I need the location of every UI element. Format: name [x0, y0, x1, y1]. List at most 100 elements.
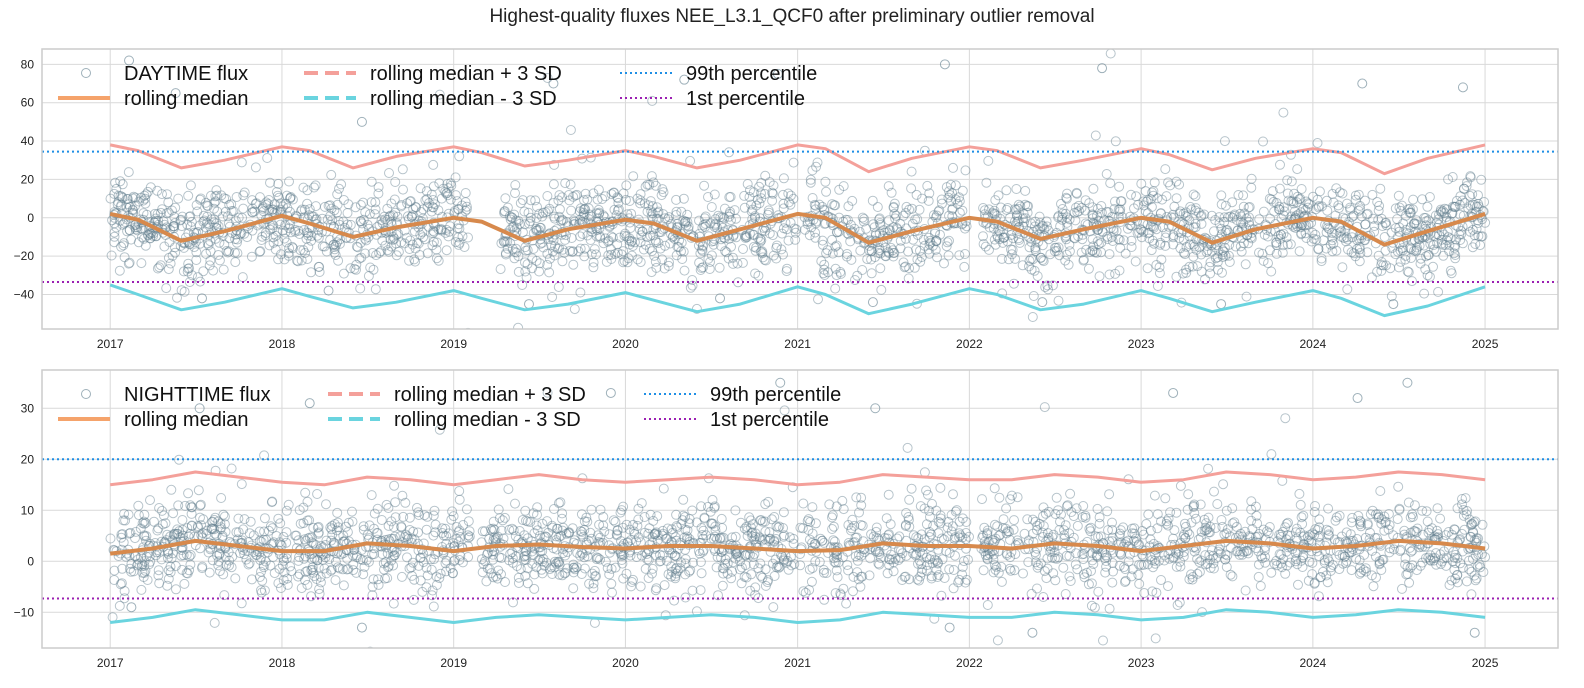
scatter-point: [1355, 562, 1365, 573]
scatter-point: [1092, 203, 1103, 214]
scatter-point: [591, 208, 602, 219]
scatter-point: [982, 529, 993, 540]
scatter-point: [1051, 242, 1062, 253]
scatter-point: [1064, 239, 1075, 250]
scatter-point: [706, 250, 717, 261]
scatter-point: [202, 211, 213, 222]
scatter-point: [1472, 561, 1483, 572]
scatter-point: [1405, 207, 1416, 218]
scatter-point: [1354, 241, 1365, 252]
x-tick-label: 2018: [269, 656, 296, 670]
scatter-point: [153, 523, 164, 534]
scatter-point: [1038, 592, 1049, 602]
scatter-point: [449, 206, 460, 217]
scatter-point: [662, 523, 673, 534]
scatter-point: [1110, 196, 1120, 207]
scatter-point: [874, 214, 885, 225]
scatter-point: [739, 571, 750, 582]
scatter-point: [756, 177, 767, 188]
scatter-point: [1280, 522, 1291, 533]
scatter-point: [960, 223, 970, 234]
scatter-point: [1210, 523, 1221, 533]
scatter-point: [441, 531, 452, 541]
scatter-point: [990, 195, 1001, 206]
scatter-point: [326, 564, 337, 575]
scatter-point: [679, 532, 690, 543]
scatter-point: [904, 494, 915, 505]
scatter-point: [657, 184, 668, 195]
scatter-point: [915, 501, 926, 512]
scatter-point: [363, 271, 374, 281]
scatter-point: [924, 532, 935, 542]
scatter-point: [554, 204, 565, 215]
scatter-point: [928, 210, 939, 221]
scatter-point: [1449, 552, 1460, 563]
scatter-point: [830, 557, 841, 568]
scatter-point: [508, 525, 519, 536]
scatter-point: [996, 576, 1007, 587]
scatter-point: [495, 264, 506, 275]
scatter-point: [1375, 183, 1386, 194]
scatter-point: [682, 525, 693, 536]
scatter-point: [219, 590, 230, 601]
scatter-point: [1283, 195, 1294, 206]
scatter-point: [1151, 587, 1162, 598]
scatter-point: [1460, 493, 1471, 504]
scatter-point: [739, 190, 750, 201]
scatter-point: [296, 255, 307, 266]
scatter-point: [506, 212, 517, 223]
scatter-point: [593, 184, 604, 195]
scatter-point: [899, 572, 910, 582]
scatter-point: [170, 247, 181, 258]
scatter-point: [531, 562, 542, 573]
scatter-point: [180, 500, 191, 511]
scatter-point: [1313, 201, 1324, 211]
scatter-point: [1271, 237, 1282, 248]
scatter-point: [727, 252, 738, 263]
scatter-point: [724, 211, 735, 222]
scatter-point: [1327, 235, 1338, 246]
scatter-point: [519, 206, 530, 217]
scatter-point: [426, 189, 437, 200]
scatter-point: [779, 405, 790, 416]
scatter-point: [185, 180, 196, 191]
scatter-point: [283, 499, 294, 510]
scatter-point: [531, 223, 542, 234]
scatter-point: [1048, 529, 1059, 540]
scatter-point: [850, 275, 860, 285]
scatter-point: [864, 570, 875, 581]
scatter-point: [1321, 195, 1332, 206]
scatter-point: [367, 581, 378, 592]
scatter-point: [1199, 514, 1210, 525]
legend-label: 99th percentile: [710, 384, 841, 406]
scatter-point: [314, 584, 325, 595]
scatter-point: [1126, 235, 1137, 246]
scatter-point: [754, 181, 765, 192]
scatter-point: [142, 575, 153, 585]
scatter-point: [1404, 577, 1415, 588]
scatter-point: [1370, 509, 1381, 520]
scatter-point: [382, 548, 393, 559]
scatter-point: [422, 511, 433, 522]
scatter-point: [1156, 254, 1167, 265]
scatter-point: [319, 241, 330, 252]
scatter-point: [535, 554, 546, 565]
scatter-point: [254, 535, 265, 546]
scatter-point: [168, 223, 179, 234]
scatter-point: [185, 211, 196, 222]
scatter-point: [1069, 207, 1080, 218]
scatter-point: [168, 221, 179, 232]
scatter-point: [778, 523, 788, 533]
x-tick-label: 2025: [1472, 337, 1499, 351]
scatter-point: [605, 244, 616, 255]
scatter-point: [1053, 242, 1064, 253]
scatter-point: [195, 193, 206, 204]
scatter-point: [657, 530, 668, 541]
scatter-point: [1470, 239, 1481, 249]
scatter-point: [184, 551, 195, 562]
scatter-point: [164, 237, 175, 247]
scatter-point: [1148, 190, 1159, 201]
scatter-point: [1171, 271, 1182, 282]
scatter-point: [757, 572, 768, 583]
scatter-point: [1078, 254, 1089, 265]
